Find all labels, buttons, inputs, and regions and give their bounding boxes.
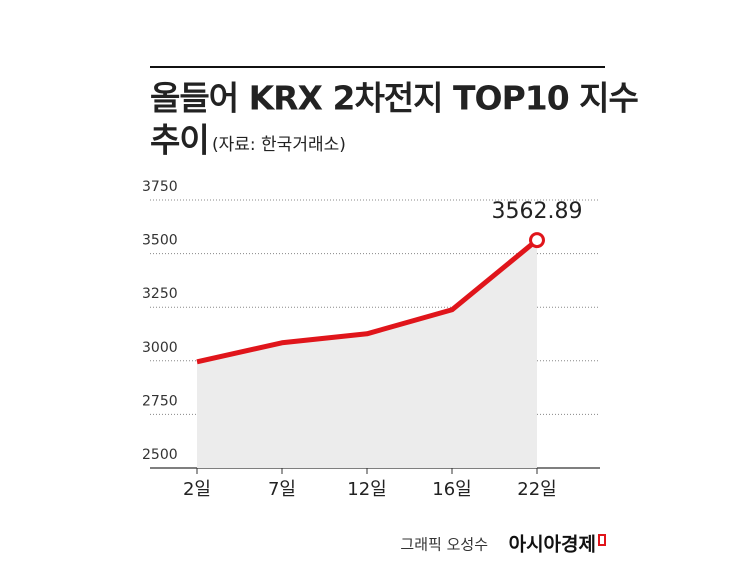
publisher: 아시아경제 bbox=[509, 534, 596, 556]
value-label: 3562.89 bbox=[492, 199, 583, 224]
credit: 그래픽 오성수 bbox=[400, 536, 488, 554]
y-tick-label: 3750 bbox=[142, 179, 178, 195]
chart-title: 올들어 KRX 2차전지 TOP10 지수 bbox=[150, 79, 639, 118]
y-tick-label: 3500 bbox=[142, 233, 178, 249]
area bbox=[197, 240, 537, 468]
chart-title: 추이 bbox=[150, 121, 209, 160]
end-marker bbox=[529, 232, 545, 249]
publisher-icon bbox=[598, 534, 606, 546]
x-tick-label: 16일 bbox=[432, 479, 471, 500]
y-tick-label: 3250 bbox=[142, 286, 178, 302]
chart-subtitle: (자료: 한국거래소) bbox=[212, 135, 346, 155]
x-tick-label: 7일 bbox=[268, 479, 296, 500]
y-tick-label: 2750 bbox=[142, 393, 178, 409]
x-tick-label: 2일 bbox=[183, 479, 211, 500]
line bbox=[196, 238, 539, 365]
x-tick-label: 12일 bbox=[347, 479, 386, 500]
x-tick-label: 22일 bbox=[517, 479, 556, 500]
y-tick-label: 2500 bbox=[142, 447, 178, 463]
y-tick-label: 3000 bbox=[142, 340, 178, 356]
